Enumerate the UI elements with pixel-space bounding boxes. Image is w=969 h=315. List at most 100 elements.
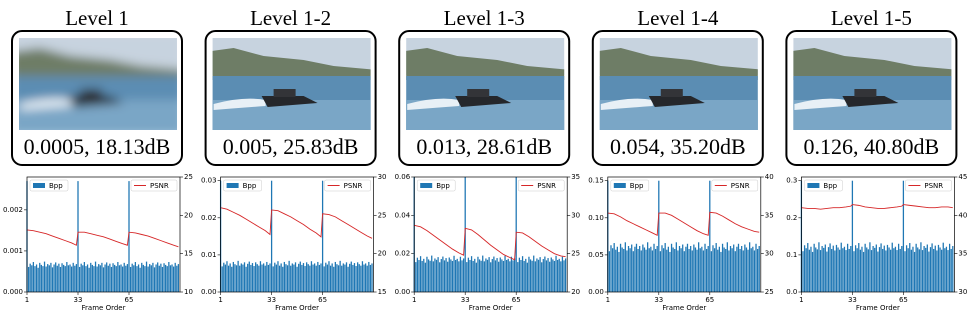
bar <box>251 263 254 292</box>
bar <box>34 266 36 292</box>
hills <box>212 48 371 80</box>
bar <box>45 266 47 292</box>
bar <box>813 243 815 292</box>
legend-label: PSNR <box>537 182 556 190</box>
bar <box>106 262 108 292</box>
bar <box>29 263 31 292</box>
bar <box>561 256 564 292</box>
bar <box>674 248 676 292</box>
bar <box>626 250 628 292</box>
bar <box>483 261 485 292</box>
legend-label: Bpp <box>243 182 257 190</box>
bar <box>541 262 543 292</box>
bar <box>478 259 481 292</box>
bar <box>682 244 684 292</box>
bar <box>369 264 372 292</box>
caption: 0.005, 25.83dB <box>223 134 359 159</box>
bar <box>168 262 170 292</box>
photo-content <box>793 38 952 130</box>
bar <box>347 266 349 292</box>
bar <box>850 246 852 292</box>
bar <box>517 262 519 292</box>
boat <box>648 96 705 107</box>
image-frame <box>204 30 377 166</box>
bar <box>107 265 109 292</box>
bar <box>126 264 129 292</box>
bar <box>947 250 949 292</box>
legend-box <box>804 179 843 192</box>
image-frame <box>11 30 183 166</box>
bar <box>306 262 308 292</box>
bar <box>555 255 557 292</box>
bar <box>366 265 368 292</box>
bar <box>521 256 524 292</box>
bar <box>749 242 751 292</box>
bar <box>361 261 364 292</box>
bar <box>432 261 434 292</box>
bar <box>667 246 669 292</box>
bar <box>557 259 559 292</box>
bar <box>32 262 35 292</box>
legend-box <box>223 179 262 192</box>
bar <box>920 242 922 292</box>
bar <box>262 263 265 292</box>
bar <box>948 243 951 292</box>
y2-tick-label: 30 <box>571 211 580 219</box>
bar <box>477 256 479 292</box>
bar <box>155 264 157 292</box>
bar <box>321 180 324 292</box>
bar <box>66 262 68 292</box>
legend-label: PSNR <box>731 182 750 190</box>
bar <box>270 180 273 292</box>
bar <box>818 242 820 292</box>
legend-swatch <box>420 183 433 188</box>
bar <box>834 250 836 292</box>
bar <box>165 264 167 292</box>
bar <box>161 266 164 292</box>
x-tick-label: 65 <box>705 296 714 304</box>
bar <box>142 264 144 292</box>
legend-label: Bpp <box>823 182 837 190</box>
caption: 0.013, 28.61dB <box>416 134 552 159</box>
bar <box>145 261 148 292</box>
bar <box>929 247 932 292</box>
bar <box>831 248 833 292</box>
bar <box>851 180 854 292</box>
bar <box>866 247 868 292</box>
bar <box>905 245 908 292</box>
bar <box>867 249 869 292</box>
bar <box>149 264 151 292</box>
bar <box>504 255 506 292</box>
bar <box>88 267 90 292</box>
bar <box>811 251 814 292</box>
bar <box>27 266 30 292</box>
bar <box>637 248 639 292</box>
bar <box>736 246 738 292</box>
photo-content <box>599 38 758 130</box>
y-tick-label: 0.3 <box>786 177 797 185</box>
bar <box>120 264 122 292</box>
bar <box>494 260 497 292</box>
bar <box>442 256 444 292</box>
bar <box>259 261 262 292</box>
bar <box>621 247 623 292</box>
y-tick-label: 0.00 <box>588 288 604 296</box>
bar <box>245 266 247 292</box>
bar <box>891 242 893 292</box>
bar <box>553 260 556 292</box>
legend-label: Bpp <box>49 182 63 190</box>
caption: 0.126, 40.80dB <box>804 134 940 159</box>
bar <box>333 266 335 292</box>
bar <box>313 263 316 292</box>
bar <box>758 246 760 292</box>
bar <box>686 243 689 292</box>
y2-tick-label: 25 <box>184 173 193 181</box>
x-tick-label: 1 <box>25 296 29 304</box>
bar <box>243 262 246 292</box>
bar <box>139 267 141 292</box>
x-tick-label: 33 <box>848 296 857 304</box>
panel-title: Level 1-4 <box>637 6 719 30</box>
bar <box>69 264 71 292</box>
bar <box>939 247 941 292</box>
bar <box>264 265 266 292</box>
